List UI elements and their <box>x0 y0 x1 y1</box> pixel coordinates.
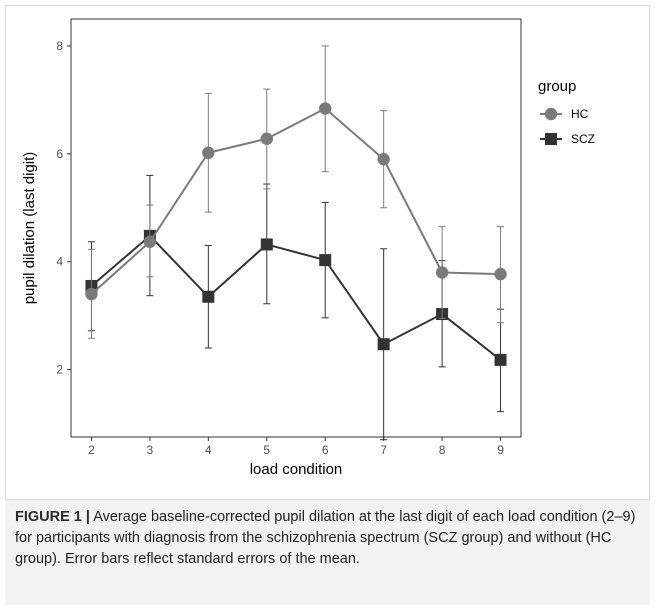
x-tick-label-7: 7 <box>380 443 387 457</box>
scz-point-6 <box>319 254 332 267</box>
hc-point-7 <box>377 153 390 166</box>
hc-point-4 <box>202 146 215 159</box>
figure-caption: FIGURE 1 | Average baseline-corrected pu… <box>15 507 640 570</box>
x-tick-label-5: 5 <box>263 443 270 457</box>
x-tick-label-8: 8 <box>439 443 446 457</box>
y-axis-title: pupil dilation (last digit) <box>21 152 38 305</box>
legend-label-scz: SCZ <box>571 132 595 146</box>
legend-key-marker-hc <box>544 107 558 121</box>
hc-point-2 <box>85 287 98 301</box>
scz-point-7 <box>377 338 390 351</box>
x-tick-label-2: 2 <box>88 443 95 457</box>
figure-frame: 2 4 6 8 2 3 4 5 6 7 8 9 load condition pupil dilation… <box>5 5 650 605</box>
x-tick-label-3: 3 <box>147 443 154 457</box>
scz-point-4 <box>202 290 215 303</box>
legend-label-hc: HC <box>571 107 589 121</box>
line-chart: 2 4 6 8 2 3 4 5 6 7 8 9 load condition pupil dilation… <box>21 18 595 478</box>
scz-point-5 <box>260 238 273 251</box>
scz-series-line <box>90 234 502 361</box>
hc-series-line <box>90 107 501 295</box>
hc-point-5 <box>260 132 273 145</box>
hc-point-9 <box>494 267 507 281</box>
x-tick-label-4: 4 <box>205 443 212 457</box>
hc-point-6 <box>319 102 332 115</box>
y-tick-label-2: 2 <box>56 363 63 377</box>
y-tick-label-8: 8 <box>56 39 63 53</box>
legend-key-marker-scz <box>545 133 557 145</box>
x-tick-label-9: 9 <box>497 443 504 457</box>
y-tick-label-4: 4 <box>56 255 63 269</box>
x-axis-title: load condition <box>250 461 343 478</box>
plot-panel-border <box>70 18 522 438</box>
scz-point-9 <box>494 353 507 366</box>
plot-area: 2 4 6 8 2 3 4 5 6 7 8 9 load condition pupil dilation… <box>5 5 650 500</box>
hc-point-3 <box>143 235 157 248</box>
figure-label: FIGURE 1 | <box>15 509 90 525</box>
figure-caption-text: Average baseline-corrected pupil dilatio… <box>15 509 636 567</box>
x-tick-label-6: 6 <box>322 443 329 457</box>
hc-point-8 <box>435 266 449 279</box>
y-tick-label-6: 6 <box>56 147 63 161</box>
legend-title: group <box>538 78 576 95</box>
